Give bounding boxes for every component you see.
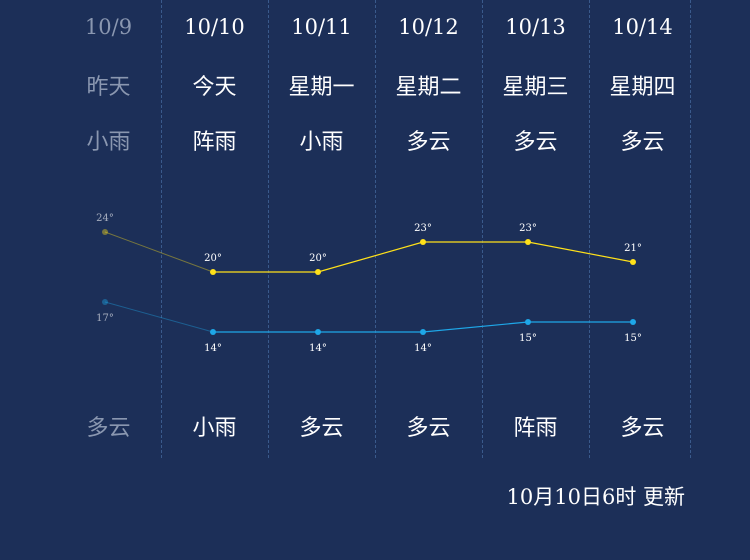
weekday-label: 昨天	[86, 75, 131, 100]
low-temp-label: 14°	[204, 343, 222, 354]
column-divider	[482, 0, 483, 458]
high-temp-point	[102, 229, 108, 235]
weekday-label: 今天	[192, 75, 237, 100]
day-column-2: 10/11 星期一 小雨 多云	[268, 0, 375, 458]
low-temp-point	[525, 319, 531, 325]
high-temp-line-past	[104, 231, 214, 273]
high-temp-point	[315, 269, 321, 275]
low-temp-point	[630, 319, 636, 325]
high-temp-label: 23°	[414, 223, 432, 234]
date-label: 10/14	[612, 15, 673, 39]
day-column-4: 10/13 星期三 多云 阵雨	[482, 0, 589, 458]
high-temp-label: 20°	[309, 253, 327, 264]
night-weather-label: 多云	[620, 416, 665, 441]
low-temp-line-past	[104, 301, 214, 333]
date-label: 10/11	[291, 15, 352, 39]
column-divider	[589, 0, 590, 458]
high-temp-point	[525, 239, 531, 245]
low-temp-label: 14°	[414, 343, 432, 354]
daytime-weather-label: 阵雨	[192, 130, 237, 155]
low-temp-label: 14°	[309, 343, 327, 354]
column-divider	[161, 0, 162, 458]
high-temp-point	[210, 269, 216, 275]
column-divider	[268, 0, 269, 458]
low-temp-point	[420, 329, 426, 335]
date-label: 10/13	[505, 15, 566, 39]
daytime-weather-label: 多云	[620, 130, 665, 155]
day-column-0: 10/9 昨天 小雨 多云	[55, 0, 162, 458]
low-temp-point	[210, 329, 216, 335]
update-time-text: 10月10日6时 更新	[506, 485, 685, 509]
weekday-label: 星期一	[288, 75, 355, 100]
daytime-weather-label: 小雨	[86, 130, 131, 155]
daytime-weather-label: 多云	[513, 130, 558, 155]
weekday-label: 星期二	[395, 75, 462, 100]
day-column-5: 10/14 星期四 多云 多云	[589, 0, 696, 458]
low-temp-point	[315, 329, 321, 335]
weekday-label: 星期四	[609, 75, 676, 100]
low-temp-label: 15°	[519, 333, 537, 344]
high-temp-label: 21°	[624, 243, 642, 254]
low-temp-label: 17°	[96, 313, 114, 324]
column-divider	[375, 0, 376, 458]
day-column-1: 10/10 今天 阵雨 小雨	[161, 0, 268, 458]
daytime-weather-label: 小雨	[299, 130, 344, 155]
date-label: 10/9	[84, 15, 133, 39]
night-weather-label: 阵雨	[513, 416, 558, 441]
night-weather-label: 多云	[299, 416, 344, 441]
high-temp-label: 20°	[204, 253, 222, 264]
high-temp-point	[630, 259, 636, 265]
low-temp-label: 15°	[624, 333, 642, 344]
high-temp-point	[420, 239, 426, 245]
weekday-label: 星期三	[502, 75, 569, 100]
high-temp-line	[213, 241, 634, 273]
high-temp-label: 23°	[519, 223, 537, 234]
night-weather-label: 多云	[406, 416, 451, 441]
day-column-3: 10/12 星期二 多云 多云	[375, 0, 482, 458]
night-weather-label: 多云	[86, 416, 131, 441]
high-temp-label: 24°	[96, 213, 114, 224]
daytime-weather-label: 多云	[406, 130, 451, 155]
date-label: 10/12	[398, 15, 459, 39]
column-divider	[690, 0, 691, 458]
date-label: 10/10	[184, 15, 245, 39]
night-weather-label: 小雨	[192, 416, 237, 441]
low-temp-point	[102, 299, 108, 305]
